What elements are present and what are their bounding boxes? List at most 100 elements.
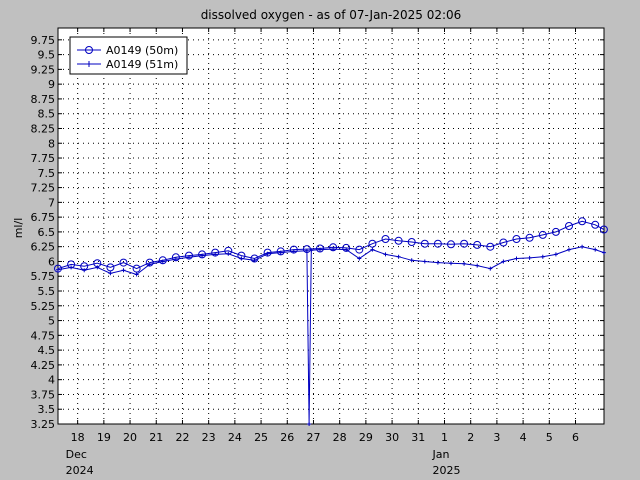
data-point-51m <box>239 256 244 261</box>
x-tick-label: 4 <box>520 431 527 444</box>
data-point-51m <box>449 261 453 266</box>
data-point-50m <box>119 258 128 267</box>
data-point-50m <box>538 230 547 239</box>
data-point-51m <box>553 252 558 257</box>
data-point-51m <box>357 256 362 261</box>
data-point-51m <box>580 244 585 249</box>
data-point-51m <box>462 261 467 266</box>
legend-box <box>69 36 188 75</box>
data-point-51m <box>108 271 113 276</box>
data-point-51m <box>501 259 506 264</box>
data-point-51m <box>304 248 309 253</box>
data-point-50m <box>132 264 141 273</box>
y-tick-label: 5.75 <box>31 270 56 283</box>
data-point-51m <box>95 265 100 270</box>
y-axis-label: ml/l <box>12 218 25 239</box>
data-point-51m <box>514 256 519 261</box>
x-tick-label: 5 <box>546 431 553 444</box>
x-tick-label: 29 <box>359 431 373 444</box>
y-tick-label: 3.75 <box>31 388 56 401</box>
data-point-51m <box>344 247 349 252</box>
x-year-label: 2025 <box>432 464 460 477</box>
data-point-51m <box>435 260 440 265</box>
data-point-50m <box>473 240 482 249</box>
data-point-51m <box>396 254 401 259</box>
data-point-51m <box>307 422 312 426</box>
data-point-50m <box>368 239 377 248</box>
x-tick-label: 20 <box>123 431 137 444</box>
y-tick-label: 3.5 <box>38 403 56 416</box>
data-point-50m <box>106 263 115 272</box>
legend-label-50m: A0149 (50m) <box>106 44 178 57</box>
data-point-50m <box>551 227 560 236</box>
y-tick-label: 6.75 <box>31 211 56 224</box>
data-point-51m <box>213 252 218 257</box>
data-point-50m <box>565 222 573 230</box>
data-point-51m <box>134 272 139 277</box>
data-point-50m <box>486 242 495 251</box>
data-point-50m <box>599 225 608 234</box>
plot-area <box>57 27 605 425</box>
y-tick-label: 8.25 <box>31 122 56 135</box>
data-point-50m <box>525 233 534 242</box>
data-point-51m <box>69 265 74 270</box>
data-point-51m <box>309 248 314 253</box>
data-point-51m <box>121 268 126 273</box>
data-point-51m <box>82 268 87 273</box>
data-point-51m <box>200 253 205 258</box>
data-point-51m <box>226 251 231 256</box>
x-tick-label: 30 <box>385 431 399 444</box>
x-tick-label: 24 <box>228 431 242 444</box>
data-point-50m <box>198 250 207 259</box>
data-point-51m <box>475 263 480 268</box>
data-point-51m <box>291 249 296 254</box>
data-point-51m <box>160 259 165 264</box>
x-tick-label: 19 <box>97 431 111 444</box>
x-tick-label: 6 <box>572 431 579 444</box>
data-point-50m <box>460 239 469 248</box>
x-tick-label: 25 <box>254 431 268 444</box>
x-tick-label: 22 <box>175 431 189 444</box>
y-tick-label: 5.5 <box>38 285 56 298</box>
x-axis: 18 19 20 21 22 23 24 25 26 27 28 29 30 31 1 2 3 4 5 6Dec202… <box>66 28 579 477</box>
x-tick-label: 21 <box>149 431 163 444</box>
data-point-50m <box>447 240 455 249</box>
y-tick-label: 6 <box>48 255 55 268</box>
y-tick-label: 4 <box>48 374 55 387</box>
data-point-51m <box>331 247 336 252</box>
y-tick-label: 7.75 <box>31 152 56 165</box>
x-tick-label: 23 <box>202 431 216 444</box>
data-point-51m <box>173 257 178 262</box>
y-tick-label: 9 <box>48 78 55 91</box>
y-tick-label: 7.25 <box>31 182 56 195</box>
y-tick-label: 3.25 <box>31 418 56 431</box>
data-point-51m <box>147 262 152 267</box>
y-tick-label: 7 <box>48 196 55 209</box>
y-tick-label: 9.75 <box>31 34 56 47</box>
y-tick-label: 4.5 <box>38 344 56 357</box>
y-tick-label: 4.25 <box>31 359 56 372</box>
data-point-51m <box>409 258 414 263</box>
data-point-50m <box>433 239 442 248</box>
data-point-50m <box>591 220 600 229</box>
data-point-50m <box>512 235 521 243</box>
y-tick-label: 4.75 <box>31 329 56 342</box>
legend-marker-50m <box>85 46 93 54</box>
data-point-51m <box>265 251 270 256</box>
data-point-50m <box>499 238 508 247</box>
y-tick-label: 5 <box>48 315 55 328</box>
y-tick-label: 9.25 <box>31 63 56 76</box>
data-point-50m <box>355 245 364 254</box>
y-axis: 3.25 3.5 3.754 4.25 4.5 4.755 5.25 5.5 5.75 66.25… <box>31 34 604 431</box>
data-point-51m <box>567 247 571 252</box>
y-tick-label: 8.5 <box>38 108 56 121</box>
x-tick-label: 2 <box>467 431 474 444</box>
data-point-51m <box>540 254 545 259</box>
data-point-51m <box>252 258 257 263</box>
data-point-51m <box>593 247 598 252</box>
x-tick-label: 3 <box>493 431 500 444</box>
y-tick-label: 6.25 <box>31 241 56 254</box>
series-layer <box>54 217 608 426</box>
legend: A0149 (50m) A0149 (51m) <box>69 36 188 75</box>
